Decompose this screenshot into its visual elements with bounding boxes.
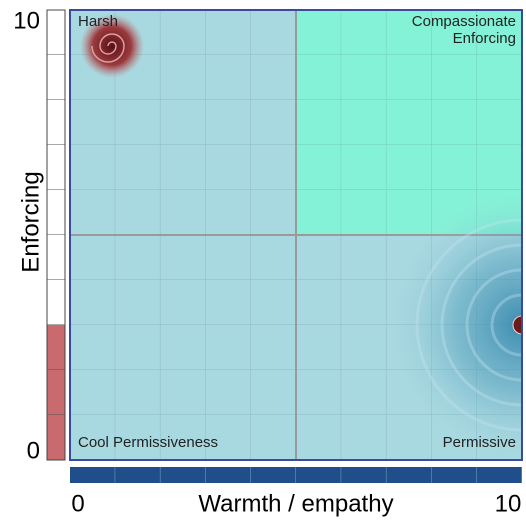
harsh-icon bbox=[80, 14, 144, 78]
y-axis-title: Enforcing bbox=[17, 171, 44, 272]
glow-ring bbox=[465, 268, 522, 382]
plot-area bbox=[70, 10, 522, 460]
enforcing-bar-seg bbox=[46, 9, 66, 461]
data-point bbox=[512, 315, 522, 335]
quadrant-label: Cool Permissiveness bbox=[78, 434, 218, 451]
warmth-bar-seg bbox=[70, 467, 522, 483]
quadrant-label: Compassionate bbox=[412, 13, 516, 30]
x-tick-label: 0 bbox=[71, 490, 84, 517]
glow-ring bbox=[440, 243, 522, 407]
quadrant-label: Harsh bbox=[78, 13, 118, 30]
plot-border bbox=[69, 9, 523, 461]
glow bbox=[387, 190, 522, 460]
glow-ring bbox=[490, 293, 522, 357]
x-tick-label: 10 bbox=[495, 490, 522, 517]
y-tick-label: 10 bbox=[13, 7, 40, 34]
x-axis-title: Warmth / empathy bbox=[198, 490, 393, 517]
glow-ring bbox=[415, 218, 522, 432]
quadrant-label: Enforcing bbox=[453, 30, 516, 47]
quadrant-label: Permissive bbox=[443, 434, 516, 451]
y-tick-label: 0 bbox=[27, 437, 40, 464]
harsh-swirl bbox=[91, 33, 125, 63]
